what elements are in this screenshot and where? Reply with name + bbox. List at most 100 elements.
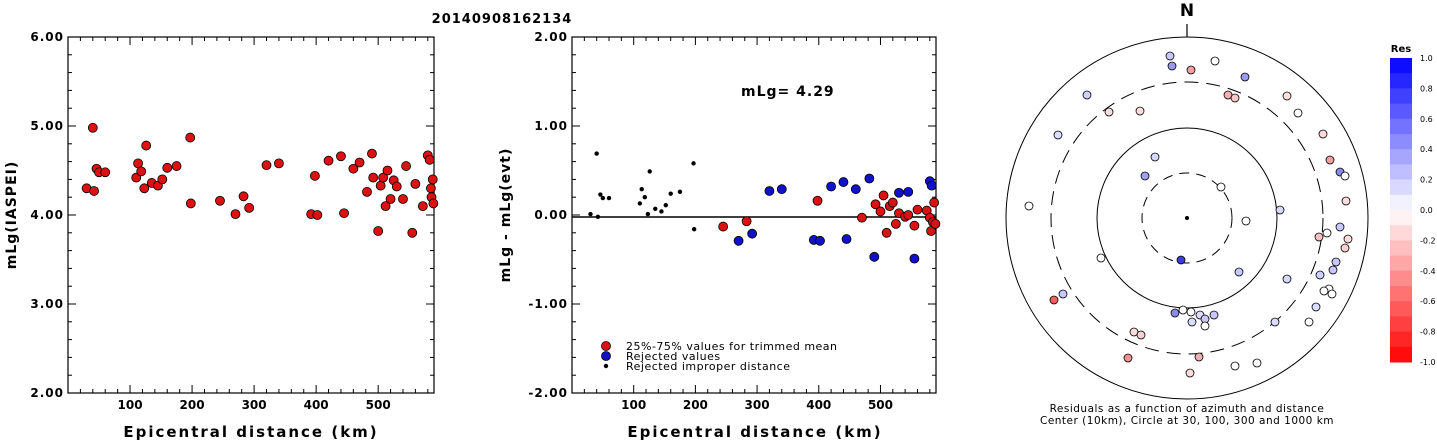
left-point [407, 227, 418, 238]
left-point [391, 181, 402, 192]
ring-300km [1050, 81, 1324, 355]
middle-points [588, 151, 941, 264]
colorbar-label: 0.4 [1420, 145, 1433, 154]
polar-point [1053, 130, 1063, 140]
left-point [162, 162, 173, 173]
legend-label-rejected: Rejected values [626, 350, 721, 363]
middle-point-trimmed [875, 206, 886, 217]
polar-point [1325, 155, 1335, 165]
middle-point-trimmed [878, 190, 889, 201]
middle-point-improper [691, 161, 696, 166]
left-point [215, 195, 225, 206]
polar-point [1024, 201, 1034, 211]
left-point [238, 191, 249, 202]
left-ytick-label: 4.00 [30, 208, 64, 222]
polar-point [1209, 310, 1219, 320]
colorbar-label: 0.6 [1420, 115, 1433, 124]
polar-point [1170, 308, 1180, 318]
polar-point [1319, 286, 1329, 296]
middle-point-improper [595, 214, 601, 219]
left-point [362, 186, 372, 197]
polar-point [1123, 353, 1133, 363]
middle-point-trimmed [912, 204, 923, 215]
colorbar-cell [1390, 255, 1412, 272]
colorbar-cell [1390, 194, 1412, 211]
middle-xtick-label: 400 [806, 398, 831, 412]
colorbar-label: -0.4 [1420, 267, 1436, 276]
middle-y-ticks: -2.00 -1.00 0.00 1.00 2.00 [528, 30, 936, 400]
left-x-axis-label: Epicentral distance (km) [123, 423, 378, 441]
polar-point [1178, 305, 1188, 315]
middle-xtick-label: 200 [683, 398, 708, 412]
polar-caption-2: Center (10km), Circle at 30, 100, 300 an… [1040, 415, 1334, 427]
left-point [157, 174, 168, 185]
legend-marker-trimmed [601, 341, 611, 351]
colorbar-cell [1390, 301, 1412, 317]
middle-point-improper [637, 201, 643, 206]
legend-marker-improper [603, 363, 609, 369]
middle-ytick-label: -1.00 [528, 297, 568, 311]
polar-point [1096, 253, 1106, 263]
middle-point-rejected [815, 235, 825, 246]
middle-point-rejected [869, 251, 880, 262]
left-x-ticks: 100 200 300 400 500 [67, 37, 429, 412]
polar-point [1194, 352, 1204, 362]
middle-point-rejected [909, 253, 920, 264]
colorbar-cell [1390, 346, 1412, 363]
left-point [336, 151, 346, 162]
middle-point-improper [663, 203, 668, 208]
middle-point-trimmed [857, 212, 867, 223]
colorbar-cell [1390, 164, 1412, 181]
left-point [427, 174, 438, 185]
colorbar-cell [1390, 118, 1412, 135]
polar-point [1140, 171, 1150, 181]
colorbar-label: -0.8 [1420, 328, 1436, 337]
polar-point [1343, 234, 1353, 244]
polar-point [1234, 267, 1244, 277]
middle-point-trimmed [890, 218, 901, 229]
left-point [385, 194, 396, 204]
middle-xtick-label: 300 [745, 398, 770, 412]
left-xtick-label: 500 [366, 398, 391, 412]
polar-point [1252, 358, 1262, 368]
left-point [424, 154, 435, 165]
polar-point [1328, 265, 1338, 275]
middle-point-improper [639, 186, 644, 192]
polar-point [1282, 274, 1292, 284]
polar-point [1311, 302, 1321, 312]
colorbar-cell [1390, 149, 1412, 165]
left-point [354, 157, 365, 168]
left-point [141, 140, 152, 151]
middle-point-improper [647, 169, 652, 174]
middle-point-improper [645, 211, 651, 217]
polar-point [1318, 129, 1328, 139]
left-point [382, 165, 393, 176]
middle-point-improper [588, 211, 593, 217]
polar-point [1275, 205, 1285, 215]
middle-point-trimmed [929, 197, 940, 208]
polar-point [1167, 61, 1177, 71]
middle-point-rejected [826, 181, 837, 192]
middle-point-improper [668, 191, 673, 196]
polar-point [1058, 289, 1068, 299]
polar-point [1186, 307, 1196, 317]
middle-point-trimmed [909, 220, 920, 231]
middle-x-ticks: 100 200 300 400 500 [571, 37, 931, 412]
middle-xtick-label: 100 [621, 398, 646, 412]
north-label: N [1180, 1, 1194, 21]
middle-ytick-label: -2.00 [528, 386, 568, 400]
left-point [398, 194, 408, 204]
left-point [373, 226, 384, 236]
colorbar-labels: 1.0 0.8 0.6 0.4 0.2 0.0 -0.2 -0.4 -0.6 -0.8 -1.0 [1420, 54, 1436, 367]
polar-point [1230, 93, 1240, 103]
polar-point [1186, 65, 1196, 75]
left-point [171, 161, 182, 171]
middle-point-trimmed [812, 195, 823, 206]
ring-1000km [1005, 36, 1369, 400]
middle-x-axis-label: Epicentral distance (km) [627, 423, 882, 441]
polar-point [1165, 51, 1175, 61]
polar-point [1331, 257, 1341, 267]
polar-point [1150, 152, 1160, 162]
middle-point-rejected [733, 235, 744, 246]
left-point [368, 172, 379, 183]
